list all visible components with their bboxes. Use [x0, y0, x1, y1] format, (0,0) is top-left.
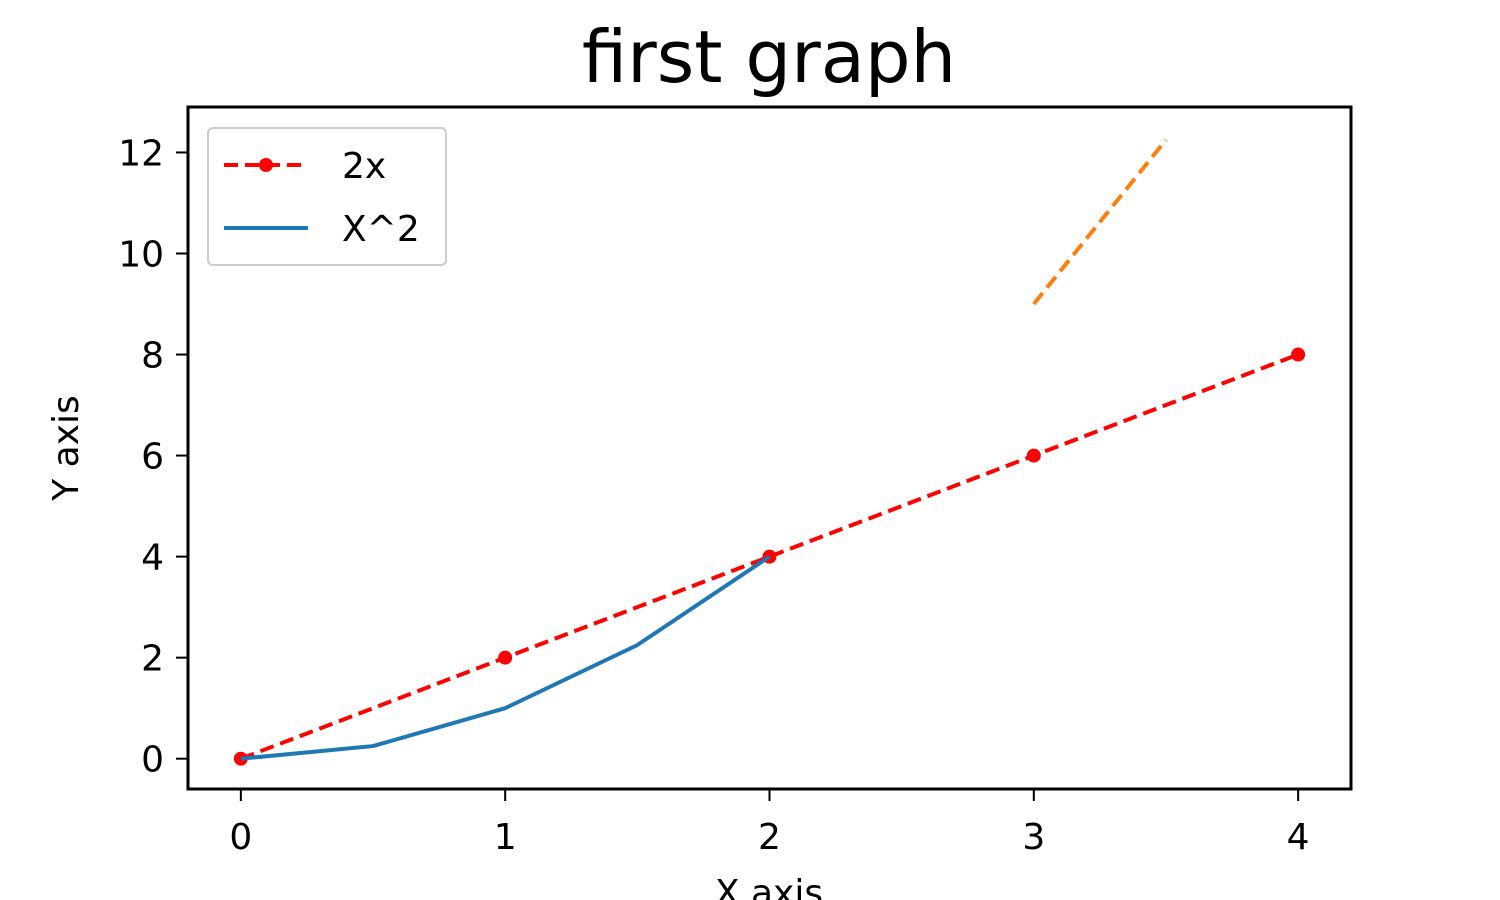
series-line-2 [1032, 138, 1168, 306]
y-axis-label: Y axis [46, 395, 87, 502]
series-point-0-3 [1026, 448, 1041, 463]
x-tick-label-2: 2 [758, 817, 781, 858]
series-point-0-4 [1291, 347, 1306, 362]
series-layer [233, 138, 1306, 766]
legend-label-2x: 2x [342, 146, 386, 187]
y-tick-label-6: 12 [118, 133, 164, 174]
legend-label-x2: X^2 [342, 209, 420, 250]
legend: 2x X^2 [207, 127, 447, 266]
y-tick-label-2: 4 [141, 538, 164, 579]
y-tick-label-4: 8 [141, 336, 164, 377]
x-axis-label: X axis [715, 873, 823, 900]
x-tick-label-3: 3 [1022, 817, 1045, 858]
x-tick-label-0: 0 [229, 817, 252, 858]
chart-title: first graph [582, 15, 956, 99]
x-tick-label-1: 1 [494, 817, 517, 858]
y-tick-label-5: 10 [118, 235, 164, 276]
series-line-1 [240, 554, 771, 761]
x-tick-label-4: 4 [1287, 817, 1310, 858]
y-tick-label-0: 0 [141, 740, 164, 781]
series-point-0-1 [498, 650, 513, 665]
y-tick-label-1: 2 [141, 639, 164, 680]
y-tick-label-3: 6 [141, 437, 164, 478]
legend-marker-2x [259, 158, 273, 172]
